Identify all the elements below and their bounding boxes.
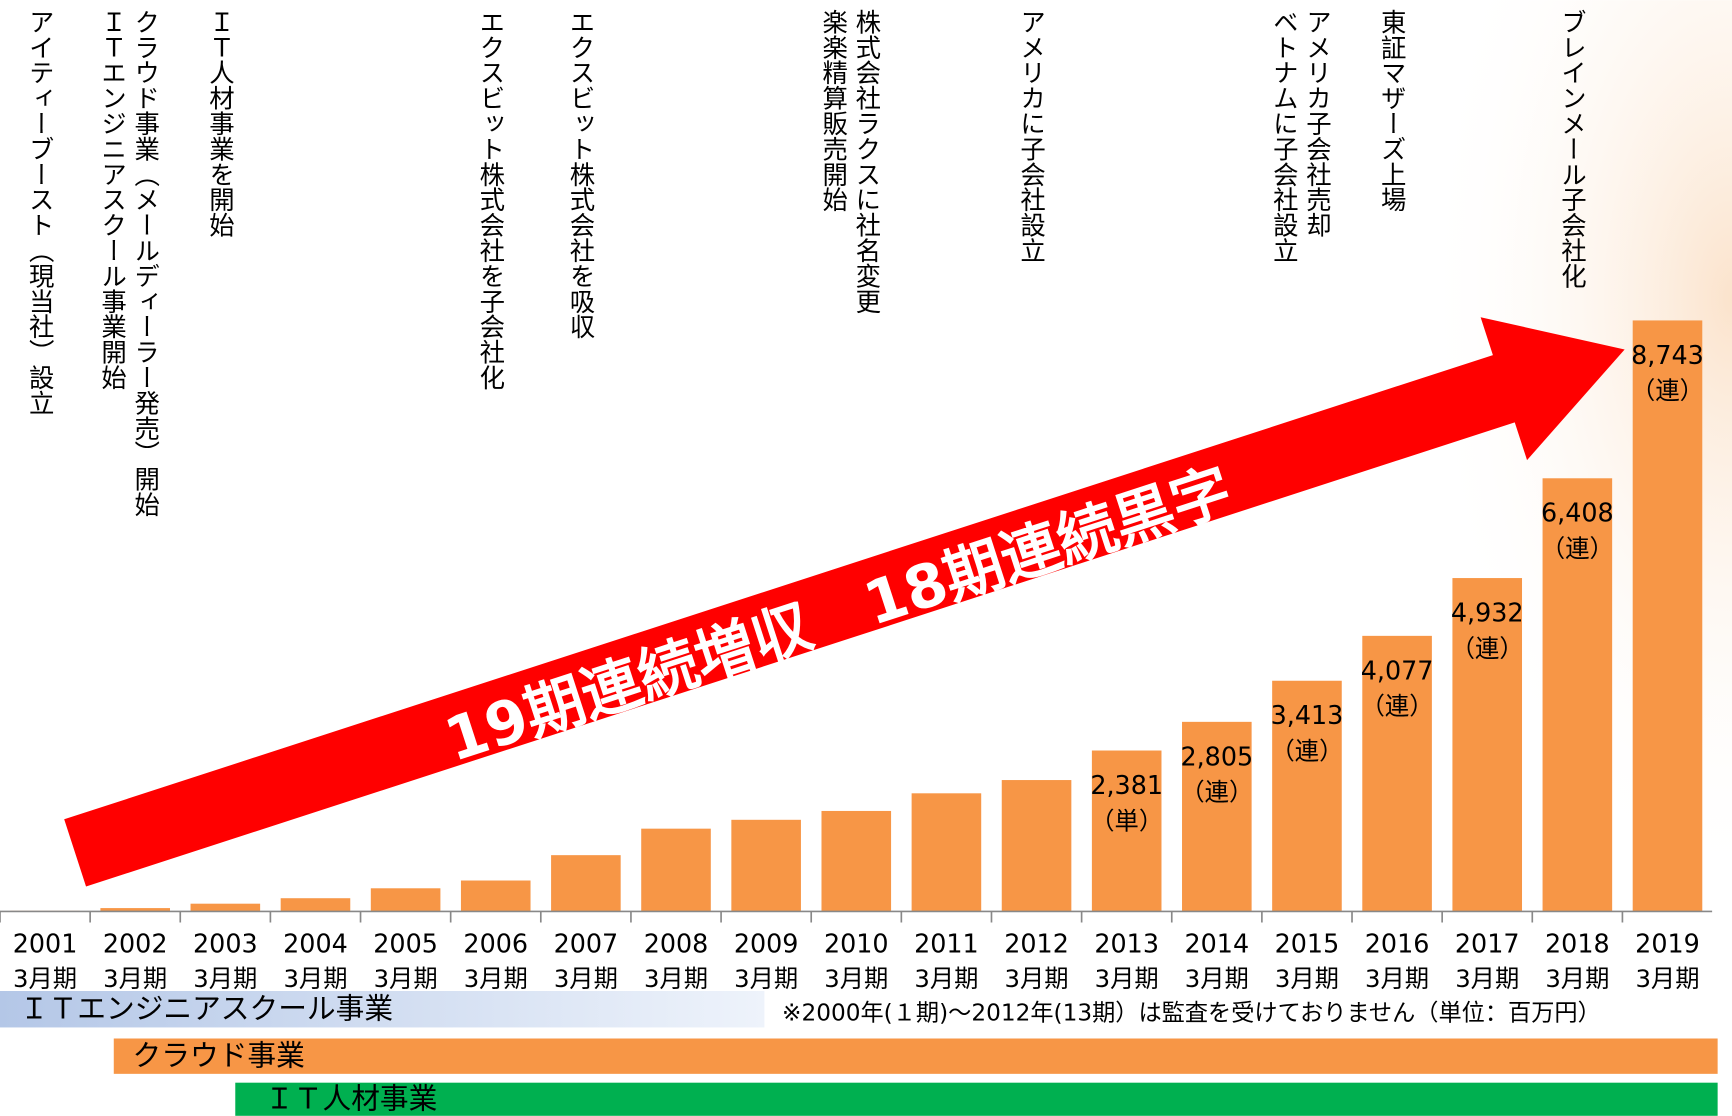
x-tick-sublabel: 3月期	[13, 964, 77, 993]
business-label: クラウド事業	[133, 1038, 305, 1072]
x-tick-sublabel: 3月期	[1365, 964, 1429, 993]
data-label: 3,413	[1271, 700, 1344, 730]
x-tick-label: 2005	[373, 929, 438, 959]
bar	[1542, 478, 1613, 912]
x-tick-sublabel: 3月期	[103, 964, 167, 993]
x-tick-sublabel: 3月期	[1275, 964, 1339, 993]
x-tick-label: 2004	[283, 929, 348, 959]
data-label-note: （連）	[1631, 376, 1704, 405]
x-tick-label: 2002	[103, 929, 168, 959]
x-tick-label: 2018	[1545, 929, 1610, 959]
data-label: 6,408	[1541, 498, 1614, 528]
x-tick-label: 2003	[193, 929, 258, 959]
x-tick-sublabel: 3月期	[644, 964, 708, 993]
x-tick-sublabel: 3月期	[193, 964, 257, 993]
bar	[1001, 780, 1072, 912]
event-label: アイティーブースト（現当社）設立	[26, 9, 56, 415]
x-tick-sublabel: 3月期	[914, 964, 978, 993]
x-tick-sublabel: 3月期	[554, 964, 618, 993]
event-label: 楽楽精算販売開始	[819, 9, 849, 212]
headline: 19期連続増収 18期連続黒字	[437, 456, 1240, 776]
x-tick-label: 2012	[1004, 929, 1069, 959]
data-label: 2,805	[1180, 741, 1253, 771]
bar	[100, 908, 170, 912]
note: ※2000年(１期)～2012年(13期）は監査を受けておりません（単位：百万円…	[782, 1000, 1601, 1027]
x-tick-label: 2008	[644, 929, 709, 959]
event-label: ＩＴエンジニアスクール事業開始	[98, 9, 128, 390]
data-label: 4,932	[1451, 598, 1524, 628]
x-tick-sublabel: 3月期	[1545, 964, 1609, 993]
x-tick-label: 2011	[914, 929, 979, 959]
x-tick-sublabel: 3月期	[374, 964, 438, 993]
data-label-note: （連）	[1451, 634, 1524, 663]
bar	[370, 888, 441, 912]
x-tick-label: 2014	[1185, 929, 1250, 959]
x-tick-sublabel: 3月期	[464, 964, 528, 993]
business-label: ＩＴエンジニアスクール事業	[20, 991, 393, 1025]
event-label: エクスビット株式会社を子会社化	[476, 9, 506, 390]
x-tick-sublabel: 3月期	[1635, 964, 1699, 993]
business-band	[0, 991, 765, 1028]
event-label: クラウド事業（メールディーラー発売）開始	[131, 9, 161, 517]
bar	[190, 903, 261, 912]
data-label: 8,743	[1631, 340, 1704, 370]
event-label: ブレインメール子会社化	[1558, 9, 1588, 288]
bar	[1091, 750, 1162, 912]
event-label: アメリカに子会社設立	[1017, 9, 1047, 263]
x-tick-label: 2013	[1094, 929, 1159, 959]
bar	[1182, 721, 1252, 912]
x-tick-sublabel: 3月期	[1095, 964, 1159, 993]
x-tick-sublabel: 3月期	[1455, 964, 1519, 993]
x-tick-label: 2019	[1635, 929, 1700, 959]
bar	[911, 793, 982, 912]
bar	[1272, 680, 1342, 912]
event-label: アメリカ子会社売却	[1303, 9, 1333, 238]
event-label: エクスビット株式会社を吸収	[566, 9, 596, 339]
x-tick-sublabel: 3月期	[734, 964, 798, 993]
x-tick-label: 2016	[1365, 929, 1430, 959]
bar	[460, 880, 531, 912]
x-tick-sublabel: 3月期	[1185, 964, 1249, 993]
bar	[731, 819, 801, 912]
x-tick-sublabel: 3月期	[824, 964, 888, 993]
data-label-note: （連）	[1180, 778, 1253, 807]
x-tick-label: 2017	[1455, 929, 1520, 959]
x-tick-label: 2010	[824, 929, 889, 959]
business-band	[113, 1038, 1718, 1074]
bar	[641, 828, 711, 912]
business-label: ＩＴ人材事業	[265, 1081, 437, 1115]
x-tick-sublabel: 3月期	[283, 964, 347, 993]
bar	[1362, 635, 1432, 912]
data-label: 2,381	[1090, 770, 1163, 800]
x-tick-label: 2015	[1275, 929, 1340, 959]
event-label: ベトナムに子会社設立	[1270, 9, 1300, 263]
data-label-note: （単）	[1090, 806, 1163, 835]
data-label-note: （連）	[1541, 534, 1614, 563]
event-label: ＩＴ人材事業を開始	[206, 9, 236, 238]
x-tick-label: 2001	[13, 929, 78, 959]
data-label: 4,077	[1361, 655, 1434, 685]
bar	[1632, 320, 1703, 912]
x-tick-sublabel: 3月期	[1005, 964, 1069, 993]
x-tick-label: 2006	[463, 929, 528, 959]
bar	[280, 898, 351, 912]
event-label: 株式会社ラクスに社名変更	[852, 9, 882, 314]
x-tick-label: 2009	[734, 929, 799, 959]
bar	[1452, 578, 1523, 912]
growth-arrow	[64, 317, 1625, 887]
data-label-note: （連）	[1271, 737, 1344, 766]
bar	[551, 855, 621, 912]
event-label: 東証マザーズ上場	[1378, 9, 1408, 212]
bar	[821, 810, 892, 912]
business-band	[235, 1082, 1718, 1116]
data-label-note: （連）	[1361, 692, 1434, 721]
x-tick-label: 2007	[554, 929, 619, 959]
